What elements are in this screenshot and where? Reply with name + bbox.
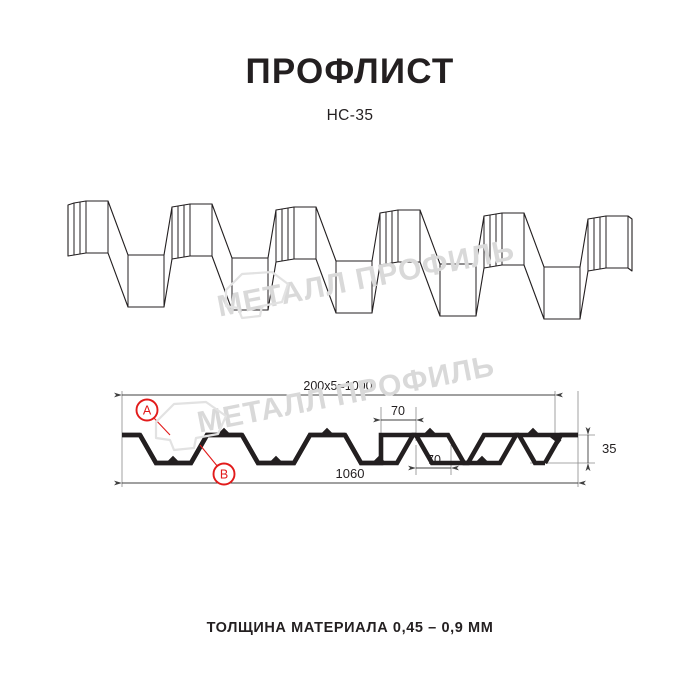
dimension-label-height: 35 <box>602 441 616 456</box>
dimension-top-flat: 70 <box>372 404 425 423</box>
dimension-pitch-total: 200x5=1000 <box>113 379 564 398</box>
callout-a: A <box>135 398 171 436</box>
cross-section-drawing: 200x5=1000 70 70 35 1060 <box>90 375 620 510</box>
material-thickness-note: ТОЛЩИНА МАТЕРИАЛА 0,45 – 0,9 ММ <box>206 620 494 636</box>
dimension-bottom-flat: 70 <box>407 453 460 471</box>
callout-b-label: B <box>220 468 228 482</box>
callout-b: B <box>199 444 236 486</box>
callout-a-label: A <box>143 404 152 418</box>
dimension-label-pitch-total: 200x5=1000 <box>303 379 372 393</box>
footer: ТОЛЩИНА МАТЕРИАЛА 0,45 – 0,9 ММ <box>0 620 700 636</box>
dimension-height: 35 <box>585 426 616 472</box>
dimension-label-top-flat: 70 <box>391 404 405 418</box>
page-title: ПРОФЛИСТ <box>245 52 455 91</box>
dimension-label-overall-width: 1060 <box>336 466 365 481</box>
isometric-corrugation-body <box>67 200 633 320</box>
profile-section-path <box>122 432 578 466</box>
header: ПРОФЛИСТ НС-35 <box>0 54 700 125</box>
product-model: НС-35 <box>326 107 374 124</box>
isometric-profile-view <box>60 175 640 320</box>
dimension-overall-width: 1060 <box>113 466 587 486</box>
